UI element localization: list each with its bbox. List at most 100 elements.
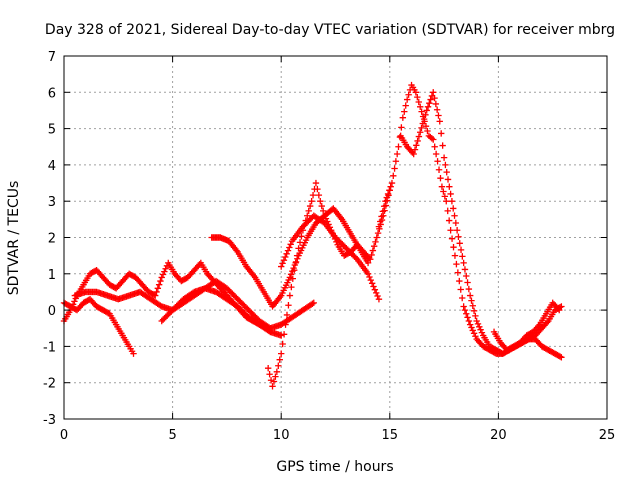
- data-point: [386, 187, 393, 194]
- data-point: [315, 191, 323, 199]
- data-point: [463, 310, 470, 317]
- y-tick-label: 1: [48, 268, 56, 283]
- data-point: [380, 203, 388, 210]
- data-point: [278, 350, 285, 357]
- data-point: [306, 202, 314, 210]
- data-point: [470, 307, 478, 315]
- data-point: [415, 133, 423, 140]
- data-point: [286, 274, 294, 281]
- data-point: [304, 212, 311, 219]
- data-point: [382, 198, 389, 205]
- data-point: [270, 378, 278, 385]
- data-point: [317, 198, 324, 205]
- data-point: [433, 106, 441, 113]
- data-point: [369, 247, 377, 254]
- data-point: [318, 202, 325, 210]
- data-point: [292, 259, 299, 267]
- data-point: [154, 285, 162, 292]
- data-point: [296, 239, 304, 246]
- data-point: [448, 235, 456, 242]
- data-point: [399, 114, 407, 121]
- data-point: [264, 364, 272, 372]
- data-point: [440, 154, 448, 161]
- data-point: [298, 233, 305, 240]
- data-point: [279, 340, 286, 348]
- data-point: [414, 93, 421, 101]
- chart-title: Day 328 of 2021, Sidereal Day-to-day VTE…: [45, 22, 615, 38]
- x-tick-label: 15: [382, 428, 399, 443]
- data-series: [60, 81, 565, 390]
- data-point: [295, 245, 302, 252]
- data-point: [474, 320, 482, 328]
- data-point: [535, 322, 542, 330]
- data-point: [450, 243, 457, 251]
- data-point: [368, 280, 376, 287]
- data-point: [289, 275, 296, 282]
- data-point: [367, 276, 374, 284]
- data-point: [371, 286, 379, 293]
- y-tick-label: 7: [48, 50, 56, 65]
- data-point: [377, 218, 384, 225]
- data-point: [286, 292, 294, 299]
- data-point: [420, 115, 428, 123]
- data-point: [428, 135, 435, 142]
- data-point: [395, 143, 402, 150]
- data-point: [459, 253, 466, 260]
- data-point: [455, 233, 462, 240]
- data-point: [454, 269, 462, 276]
- data-point: [308, 198, 315, 205]
- data-point: [378, 213, 385, 220]
- data-point: [461, 306, 469, 314]
- data-point: [466, 321, 474, 328]
- data-point: [437, 175, 444, 182]
- x-tick-label: 10: [273, 428, 290, 443]
- data-point: [293, 252, 301, 259]
- data-point: [291, 266, 298, 274]
- data-point: [464, 279, 471, 286]
- data-point: [453, 227, 461, 234]
- data-point: [477, 326, 484, 333]
- data-point: [424, 127, 431, 135]
- data-point: [422, 111, 429, 119]
- data-point: [466, 292, 474, 299]
- data-point: [450, 205, 457, 212]
- series-track-b: [60, 296, 137, 357]
- data-point: [451, 252, 459, 259]
- data-point: [468, 297, 475, 304]
- data-point: [430, 136, 437, 143]
- data-point: [319, 207, 327, 215]
- y-tick-label: 5: [48, 123, 56, 138]
- data-point: [276, 356, 283, 363]
- data-point: [384, 190, 392, 198]
- data-point: [472, 312, 479, 320]
- data-point: [283, 250, 290, 258]
- data-point: [375, 296, 383, 303]
- data-point: [414, 137, 421, 145]
- y-tick-label: -3: [43, 413, 56, 428]
- data-point: [469, 302, 476, 309]
- data-point: [383, 194, 390, 201]
- data-point: [453, 260, 460, 268]
- data-point: [393, 150, 401, 158]
- data-point: [152, 292, 159, 299]
- data-point: [278, 332, 285, 339]
- x-tick-label: 0: [60, 428, 68, 443]
- data-point: [443, 168, 450, 176]
- y-tick-label: 2: [48, 232, 56, 247]
- data-point: [285, 302, 292, 309]
- data-point: [159, 271, 167, 278]
- y-axis-label: SDTVAR / TECUs: [6, 181, 22, 296]
- data-point: [286, 244, 293, 251]
- data-point: [374, 292, 381, 300]
- data-point: [392, 158, 400, 165]
- data-point: [283, 311, 291, 319]
- x-tick-label: 5: [168, 428, 176, 443]
- data-point: [402, 102, 409, 109]
- data-point: [432, 100, 440, 108]
- data-point: [321, 212, 328, 219]
- grid: [64, 56, 607, 419]
- data-point: [280, 256, 288, 264]
- data-point: [412, 89, 420, 96]
- data-point: [279, 260, 286, 267]
- data-point: [435, 166, 443, 173]
